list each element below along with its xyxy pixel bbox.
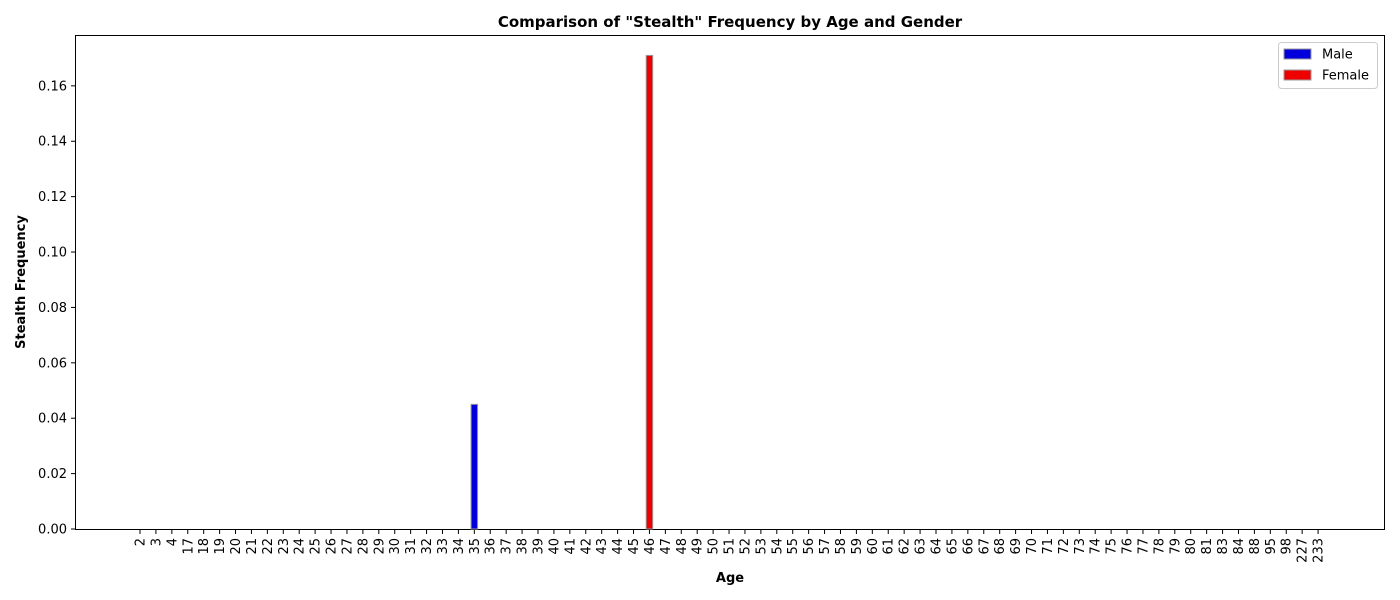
x-tick-label: 75 <box>1105 538 1120 555</box>
x-tick-label: 58 <box>834 538 849 555</box>
x-tick-label: 69 <box>1009 538 1024 555</box>
x-tick-label: 35 <box>468 538 483 555</box>
x-tick-label: 68 <box>993 538 1008 555</box>
x-tick-label: 54 <box>770 538 785 555</box>
x-tick-label: 76 <box>1121 538 1136 555</box>
x-tick-label: 49 <box>691 538 706 555</box>
x-tick-label: 84 <box>1232 538 1247 555</box>
x-tick-label: 23 <box>277 538 292 555</box>
x-tick-label: 19 <box>213 538 228 555</box>
x-tick-label: 98 <box>1280 538 1295 555</box>
x-tick-label: 40 <box>547 538 562 555</box>
x-tick-label: 46 <box>643 538 658 555</box>
x-tick-label: 51 <box>723 538 738 555</box>
y-tick-label: 0.06 <box>38 356 67 371</box>
x-tick-label: 77 <box>1136 538 1151 555</box>
x-tick-label: 41 <box>563 538 578 555</box>
legend: Male Female <box>1278 42 1378 89</box>
x-tick-label: 43 <box>595 538 610 555</box>
x-tick-label: 36 <box>484 538 499 555</box>
x-tick-label: 65 <box>945 538 960 555</box>
x-tick-label: 34 <box>452 538 467 555</box>
plot-area-frame <box>75 35 1385 530</box>
x-tick-label: 61 <box>882 538 897 555</box>
chart-title: Comparison of "Stealth" Frequency by Age… <box>498 13 963 31</box>
x-tick-label: 48 <box>675 538 690 555</box>
x-tick-label: 71 <box>1041 538 1056 555</box>
legend-label-male: Male <box>1322 48 1353 63</box>
x-tick-label: 79 <box>1168 538 1183 555</box>
x-tick-label: 33 <box>436 538 451 555</box>
x-tick-label: 53 <box>754 538 769 555</box>
x-tick-label: 80 <box>1184 538 1199 555</box>
y-tick-label: 0.16 <box>38 79 67 94</box>
x-tick-label: 20 <box>229 538 244 555</box>
x-tick-label: 59 <box>850 538 865 555</box>
y-axis: 0.00 0.02 0.04 0.06 0.08 0.10 0.12 0.14 0.16 <box>38 79 76 538</box>
x-tick-label: 72 <box>1057 538 1072 555</box>
x-tick-label: 227 <box>1296 538 1311 563</box>
x-tick-label: 24 <box>293 538 308 555</box>
x-axis-title: Age <box>716 571 744 586</box>
x-tick-label: 73 <box>1073 538 1088 555</box>
x-tick-label: 2 <box>134 538 149 546</box>
x-tick-label: 56 <box>802 538 817 555</box>
x-tick-label: 18 <box>197 538 212 555</box>
x-tick-label: 47 <box>659 538 674 555</box>
legend-swatch-female <box>1283 69 1312 81</box>
y-axis-title: Stealth Frequency <box>14 215 29 349</box>
x-tick-label: 62 <box>898 538 913 555</box>
x-tick-label: 64 <box>930 538 945 555</box>
y-tick-label: 0.04 <box>38 412 67 427</box>
y-tick-label: 0.12 <box>38 190 67 205</box>
x-tick-label: 4 <box>165 538 180 546</box>
x-tick-label: 27 <box>340 538 355 555</box>
x-tick-label: 74 <box>1089 538 1104 555</box>
bar-male-35 <box>470 403 479 530</box>
y-tick-label: 0.08 <box>38 301 67 316</box>
x-tick-label: 88 <box>1248 538 1263 555</box>
x-tick-label: 78 <box>1152 538 1167 555</box>
x-tick-label: 39 <box>532 538 547 555</box>
x-tick-label: 44 <box>611 538 626 555</box>
x-tick-label: 70 <box>1025 538 1040 555</box>
x-tick-label: 63 <box>914 538 929 555</box>
x-tick-label: 22 <box>261 538 276 555</box>
x-axis: 2 3 4 17 18 19 20 21 22 23 24 25 26 27 28 29 30 31 32 33 34 3… <box>134 529 1327 563</box>
y-tick-label: 0.14 <box>38 135 67 150</box>
x-tick-label: 25 <box>309 538 324 555</box>
x-tick-label: 55 <box>786 538 801 555</box>
x-tick-label: 57 <box>818 538 833 555</box>
x-tick-label: 37 <box>500 538 515 555</box>
x-tick-label: 95 <box>1264 538 1279 555</box>
x-tick-label: 3 <box>149 538 164 546</box>
x-tick-label: 66 <box>961 538 976 555</box>
x-tick-label: 31 <box>404 538 419 555</box>
x-tick-label: 233 <box>1312 538 1327 563</box>
x-tick-label: 26 <box>325 538 340 555</box>
x-tick-label: 29 <box>372 538 387 555</box>
x-tick-label: 67 <box>977 538 992 555</box>
x-tick-label: 81 <box>1200 538 1215 555</box>
y-tick-label: 0.02 <box>38 467 67 482</box>
y-tick-label: 0.10 <box>38 246 67 261</box>
legend-swatch-male <box>1283 48 1312 60</box>
x-tick-label: 38 <box>516 538 531 555</box>
x-tick-label: 28 <box>356 538 371 555</box>
x-tick-label: 50 <box>707 538 722 555</box>
x-tick-label: 17 <box>181 538 196 555</box>
x-tick-label: 32 <box>420 538 435 555</box>
x-tick-label: 83 <box>1216 538 1231 555</box>
x-tick-label: 30 <box>388 538 403 555</box>
y-tick-label: 0.00 <box>38 523 67 538</box>
x-tick-label: 45 <box>627 538 642 555</box>
x-tick-label: 42 <box>579 538 594 555</box>
x-tick-label: 60 <box>866 538 881 555</box>
legend-label-female: Female <box>1322 69 1369 84</box>
x-tick-label: 21 <box>245 538 260 555</box>
x-tick-label: 52 <box>738 538 753 555</box>
bar-female-46 <box>645 54 654 530</box>
bar-series <box>470 54 654 530</box>
